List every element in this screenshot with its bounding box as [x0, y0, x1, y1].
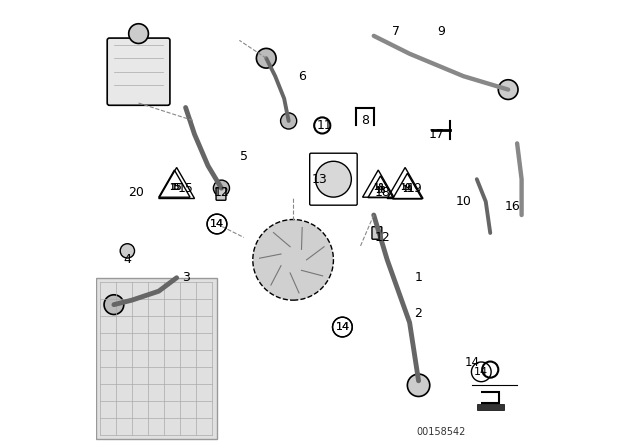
Text: 4: 4: [124, 253, 131, 267]
Circle shape: [280, 113, 297, 129]
Text: 00158542: 00158542: [416, 427, 466, 437]
Text: 19: 19: [400, 183, 410, 192]
FancyBboxPatch shape: [372, 227, 382, 239]
Text: 17: 17: [429, 128, 444, 141]
Text: 14: 14: [474, 367, 488, 377]
Text: 18: 18: [373, 183, 383, 192]
Text: 13: 13: [312, 172, 328, 186]
Bar: [96, 278, 217, 439]
Text: 7: 7: [392, 25, 400, 38]
Text: 12: 12: [375, 231, 390, 244]
Text: 14: 14: [465, 356, 480, 370]
Text: 20: 20: [129, 186, 144, 199]
Text: 15: 15: [172, 183, 182, 192]
Text: 16: 16: [505, 199, 520, 213]
Circle shape: [257, 48, 276, 68]
Polygon shape: [477, 404, 504, 410]
Text: 12: 12: [214, 186, 229, 199]
Text: 14: 14: [210, 219, 224, 229]
Circle shape: [104, 295, 124, 314]
Circle shape: [499, 80, 518, 99]
Text: 2: 2: [415, 307, 422, 320]
Text: 3: 3: [182, 271, 189, 284]
FancyBboxPatch shape: [108, 38, 170, 105]
Circle shape: [120, 244, 134, 258]
FancyBboxPatch shape: [216, 188, 226, 200]
Circle shape: [316, 161, 351, 197]
Text: 9: 9: [437, 25, 445, 38]
Text: 14: 14: [335, 322, 349, 332]
Text: 14: 14: [335, 322, 349, 332]
Text: 19: 19: [406, 181, 422, 195]
Text: 18: 18: [375, 186, 390, 199]
Text: 15: 15: [178, 181, 193, 195]
Circle shape: [253, 220, 333, 300]
Circle shape: [408, 374, 430, 396]
Text: 8: 8: [361, 114, 369, 128]
Text: 18: 18: [375, 185, 386, 194]
Text: 1: 1: [415, 271, 422, 284]
Text: 10: 10: [456, 195, 471, 208]
Text: 15: 15: [169, 183, 180, 192]
Text: 11: 11: [317, 119, 332, 132]
Text: 14: 14: [210, 219, 224, 229]
Circle shape: [213, 180, 230, 196]
Text: 5: 5: [240, 150, 248, 164]
Text: 19: 19: [402, 185, 413, 194]
Text: 6: 6: [298, 69, 306, 83]
Circle shape: [129, 24, 148, 43]
